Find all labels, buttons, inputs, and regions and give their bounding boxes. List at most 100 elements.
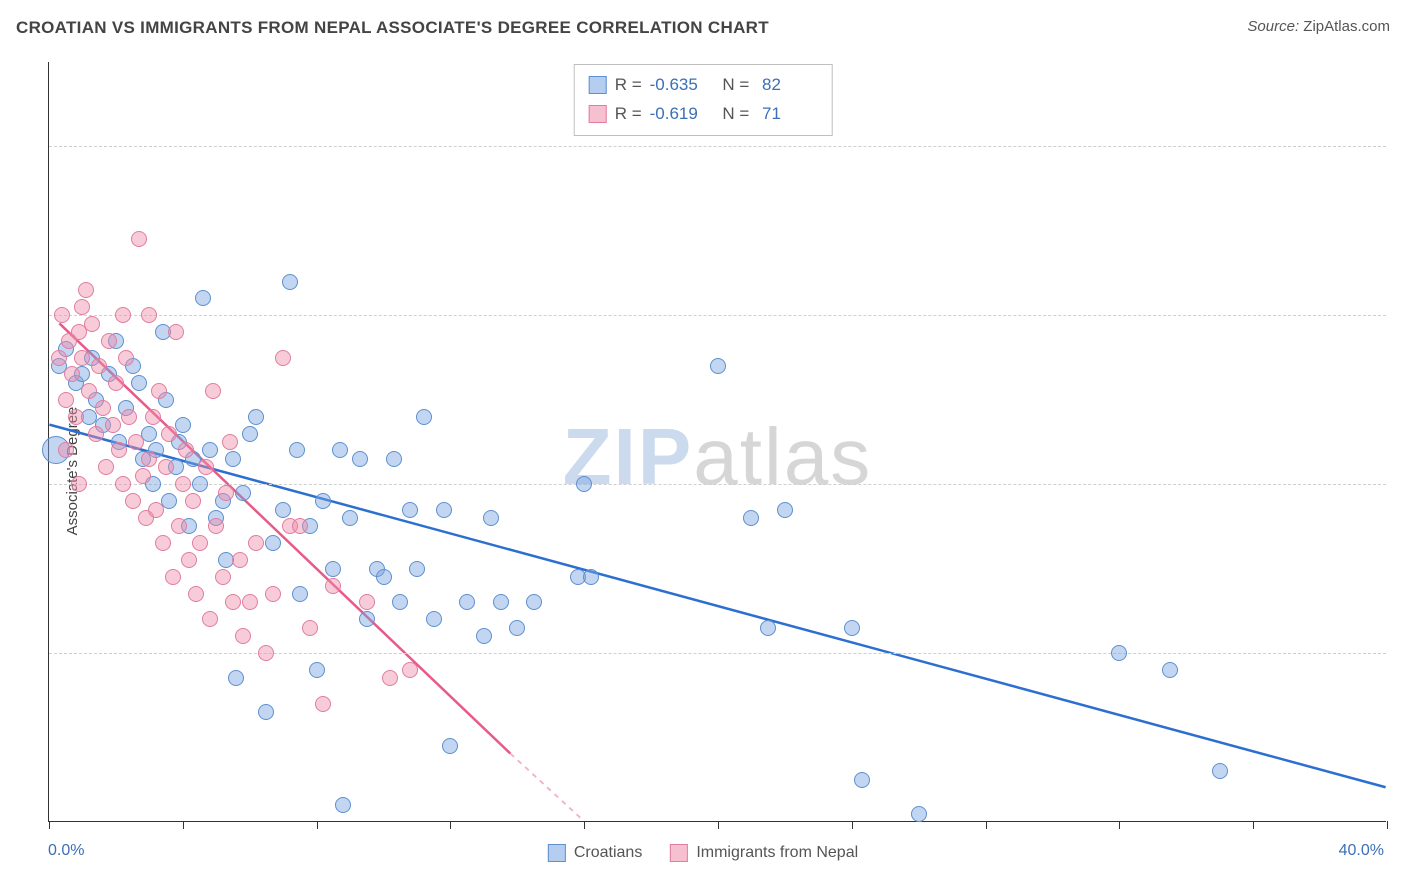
data-point-croatians (442, 738, 458, 754)
data-point-croatians (509, 620, 525, 636)
data-point-croatians (576, 476, 592, 492)
data-point-nepal (232, 552, 248, 568)
x-tick (718, 821, 719, 829)
data-point-nepal (121, 409, 137, 425)
legend-item: Immigrants from Nepal (670, 844, 858, 862)
correlation-legend: R =-0.635 N = 82R =-0.619 N = 71 (574, 64, 833, 136)
x-tick (1253, 821, 1254, 829)
data-point-nepal (315, 696, 331, 712)
trendline-ext-nepal (510, 754, 583, 821)
data-point-croatians (483, 510, 499, 526)
data-point-croatians (760, 620, 776, 636)
data-point-nepal (168, 324, 184, 340)
data-point-croatians (911, 806, 927, 822)
data-point-nepal (205, 383, 221, 399)
data-point-nepal (235, 628, 251, 644)
data-point-nepal (105, 417, 121, 433)
data-point-nepal (181, 552, 197, 568)
data-point-croatians (526, 594, 542, 610)
n-value: 71 (757, 100, 817, 129)
data-point-croatians (228, 670, 244, 686)
x-tick (450, 821, 451, 829)
data-point-croatians (265, 535, 281, 551)
data-point-nepal (192, 535, 208, 551)
data-point-croatians (235, 485, 251, 501)
data-point-nepal (292, 518, 308, 534)
data-point-nepal (158, 459, 174, 475)
data-point-nepal (218, 485, 234, 501)
data-point-nepal (382, 670, 398, 686)
data-point-nepal (108, 375, 124, 391)
legend-item: Croatians (548, 844, 642, 862)
legend-stat-row: R =-0.635 N = 82 (589, 71, 818, 100)
data-point-nepal (58, 392, 74, 408)
data-point-nepal (359, 594, 375, 610)
data-point-nepal (51, 350, 67, 366)
data-point-nepal (101, 333, 117, 349)
data-point-nepal (98, 459, 114, 475)
watermark-atlas: atlas (693, 412, 872, 501)
trendline-nepal (59, 323, 510, 753)
data-point-nepal (68, 409, 84, 425)
data-point-croatians (392, 594, 408, 610)
data-point-nepal (115, 307, 131, 323)
y-tick-label: 20.0% (1396, 644, 1406, 662)
data-point-croatians (844, 620, 860, 636)
data-point-nepal (111, 442, 127, 458)
data-point-croatians (242, 426, 258, 442)
source-value: ZipAtlas.com (1303, 18, 1390, 35)
data-point-croatians (376, 569, 392, 585)
data-point-nepal (74, 299, 90, 315)
data-point-nepal (225, 594, 241, 610)
r-value: -0.635 (650, 71, 710, 100)
legend-label: Immigrants from Nepal (696, 844, 858, 862)
data-point-nepal (148, 502, 164, 518)
data-point-nepal (248, 535, 264, 551)
data-point-croatians (416, 409, 432, 425)
y-tick-label: 40.0% (1396, 475, 1406, 493)
gridline (49, 653, 1386, 654)
r-label: R = (615, 100, 642, 129)
data-point-nepal (242, 594, 258, 610)
source-attribution: Source: ZipAtlas.com (1247, 18, 1390, 35)
data-point-nepal (81, 383, 97, 399)
data-point-croatians (777, 502, 793, 518)
data-point-nepal (155, 535, 171, 551)
data-point-nepal (141, 451, 157, 467)
data-point-croatians (289, 442, 305, 458)
data-point-nepal (74, 350, 90, 366)
data-point-croatians (459, 594, 475, 610)
data-point-croatians (202, 442, 218, 458)
data-point-croatians (325, 561, 341, 577)
x-tick (1387, 821, 1388, 829)
data-point-nepal (265, 586, 281, 602)
data-point-nepal (222, 434, 238, 450)
data-point-croatians (386, 451, 402, 467)
data-point-croatians (225, 451, 241, 467)
data-point-croatians (352, 451, 368, 467)
series-legend: Croatians Immigrants from Nepal (548, 844, 858, 862)
data-point-croatians (436, 502, 452, 518)
data-point-nepal (178, 442, 194, 458)
data-point-croatians (426, 611, 442, 627)
data-point-nepal (131, 231, 147, 247)
r-label: R = (615, 71, 642, 100)
data-point-croatians (402, 502, 418, 518)
data-point-nepal (115, 476, 131, 492)
data-point-croatians (1212, 763, 1228, 779)
data-point-croatians (332, 442, 348, 458)
data-point-nepal (78, 282, 94, 298)
data-point-nepal (165, 569, 181, 585)
data-point-croatians (282, 274, 298, 290)
data-point-croatians (476, 628, 492, 644)
data-point-croatians (248, 409, 264, 425)
data-point-nepal (402, 662, 418, 678)
data-point-nepal (198, 459, 214, 475)
source-label: Source: (1247, 18, 1299, 35)
data-point-croatians (292, 586, 308, 602)
data-point-nepal (71, 476, 87, 492)
r-value: -0.619 (650, 100, 710, 129)
legend-label: Croatians (574, 844, 642, 862)
data-point-nepal (258, 645, 274, 661)
data-point-croatians (409, 561, 425, 577)
